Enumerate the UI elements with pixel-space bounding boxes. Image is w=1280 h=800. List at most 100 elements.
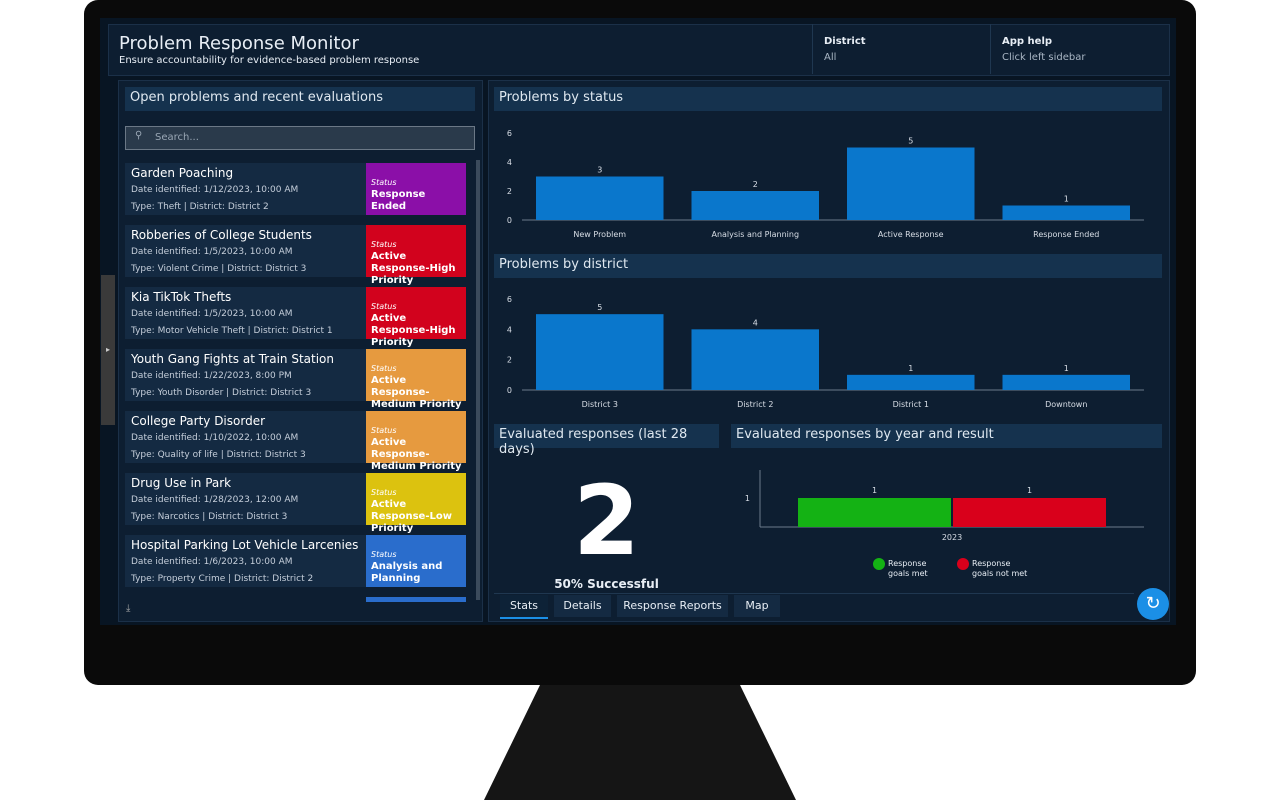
y-tick-label: 0 — [507, 216, 512, 225]
y-tick-label: 0 — [507, 386, 512, 395]
bar — [846, 147, 975, 220]
item-type: Type: Violent Crime | District: District… — [131, 264, 307, 274]
item-name: College Party Disorder — [131, 414, 266, 428]
item-name: Robberies of College Students — [131, 228, 312, 242]
status-label: Status — [371, 178, 397, 187]
status-text: Active Response-Medium Priority — [371, 437, 462, 472]
search-box[interactable] — [125, 126, 475, 150]
status-text: Active Response-Low Priority — [371, 499, 452, 534]
bar — [535, 176, 664, 220]
section-title: Open problems and recent evaluations — [125, 87, 475, 111]
item-date: Date identified: 1/5/2023, 10:00 AM — [131, 309, 293, 319]
item-date: Date identified: 1/10/2022, 10:00 AM — [131, 433, 299, 443]
item-type: Type: Narcotics | District: District 3 — [131, 512, 288, 522]
data-label: 5 — [908, 137, 913, 146]
tab[interactable]: Map — [734, 595, 780, 617]
item-name: Garden Poaching — [131, 166, 234, 180]
x-tick-label: District 1 — [893, 400, 929, 409]
sidebar-toggle[interactable]: ▸ — [101, 275, 115, 425]
filter-label[interactable]: App help — [1002, 36, 1053, 47]
divider — [990, 24, 991, 74]
x-tick-label: Analysis and Planning — [711, 230, 799, 239]
status-label: Status — [371, 550, 397, 559]
x-tick-label: Downtown — [1045, 400, 1087, 409]
status-label: Status — [371, 426, 397, 435]
filter-label[interactable]: District — [824, 36, 866, 47]
legend-swatch — [873, 558, 885, 570]
item-name: Youth Gang Fights at Train Station — [131, 352, 334, 366]
item-date: Date identified: 1/22/2023, 8:00 PM — [131, 371, 292, 381]
bar — [535, 314, 664, 390]
item-name: Hospital Parking Lot Vehicle Larcenies — [131, 538, 359, 552]
data-label: 4 — [753, 318, 758, 327]
section-title: Problems by status — [494, 87, 1162, 111]
bar — [691, 329, 820, 390]
item-name: Drug Use in Park — [131, 476, 232, 490]
refresh-button[interactable]: ↻ — [1137, 588, 1169, 620]
status-text: Active Response-High Priority — [371, 251, 456, 286]
bar — [953, 498, 1106, 527]
data-label: 5 — [597, 303, 602, 312]
search-icon: ⚲ — [135, 130, 143, 141]
section-title: Evaluated responses (last 28 days) — [494, 424, 719, 457]
bar — [1002, 374, 1131, 390]
legend-label: Response goals not met — [972, 559, 1028, 578]
x-tick-label: New Problem — [573, 230, 626, 239]
y-tick-label: 2 — [507, 187, 512, 196]
status-box — [366, 225, 466, 277]
x-tick-label: 2023 — [942, 533, 962, 542]
status-text: Active Response-High Priority — [371, 313, 456, 348]
app-title: Problem Response Monitor — [119, 33, 359, 54]
search-placeholder[interactable]: Search... — [155, 132, 199, 143]
bar — [691, 191, 820, 220]
header-bar — [108, 24, 1170, 76]
section-title: Evaluated responses by year and result — [731, 424, 1162, 448]
x-tick-label: District 3 — [582, 400, 618, 409]
download-icon[interactable]: ⤓ — [126, 603, 131, 614]
bar — [798, 498, 951, 527]
bar — [846, 374, 975, 390]
status-label: Status — [371, 302, 397, 311]
tab[interactable]: Response Reports — [617, 595, 728, 617]
status-box — [366, 349, 466, 401]
legend-swatch — [957, 558, 969, 570]
data-label: 3 — [597, 166, 602, 175]
data-label: 1 — [1064, 364, 1069, 373]
data-label: 1 — [872, 486, 877, 495]
status-label: Status — [371, 488, 397, 497]
item-name: Kia TikTok Thefts — [131, 290, 232, 304]
item-type: Type: Quality of life | District: Distri… — [131, 450, 306, 460]
bar — [1002, 205, 1131, 220]
item-type: Type: Property Crime | District: Distric… — [131, 574, 314, 584]
status-text: Analysis and Planning — [371, 561, 443, 584]
filter-value[interactable]: Click left sidebar — [1002, 52, 1086, 63]
list-item-partial — [366, 597, 466, 602]
y-tick-label: 4 — [507, 325, 512, 334]
tab[interactable]: Details — [554, 595, 611, 617]
app-subtitle: Ensure accountability for evidence-based… — [119, 55, 420, 66]
y-tick-label: 6 — [507, 295, 512, 304]
item-type: Type: Youth Disorder | District: Distric… — [131, 388, 312, 398]
item-date: Date identified: 1/5/2023, 10:00 AM — [131, 247, 293, 257]
status-label: Status — [371, 364, 397, 373]
status-box — [366, 287, 466, 339]
legend-label: Response goals met — [888, 559, 928, 578]
status-box — [366, 163, 466, 215]
item-type: Type: Theft | District: District 2 — [131, 202, 269, 212]
status-text: Active Response-Medium Priority — [371, 375, 462, 410]
status-text: Response Ended — [371, 189, 426, 212]
data-label: 1 — [1027, 486, 1032, 495]
item-type: Type: Motor Vehicle Theft | District: Di… — [131, 326, 333, 336]
status-box — [366, 473, 466, 525]
data-label: 2 — [753, 180, 758, 189]
status-box — [366, 411, 466, 463]
filter-value[interactable]: All — [824, 52, 837, 63]
item-date: Date identified: 1/6/2023, 10:00 AM — [131, 557, 293, 567]
divider — [812, 24, 813, 74]
tab[interactable]: Stats — [500, 595, 548, 619]
x-tick-label: Active Response — [878, 230, 944, 239]
y-tick-label: 2 — [507, 356, 512, 365]
y-tick-label: 6 — [507, 129, 512, 138]
